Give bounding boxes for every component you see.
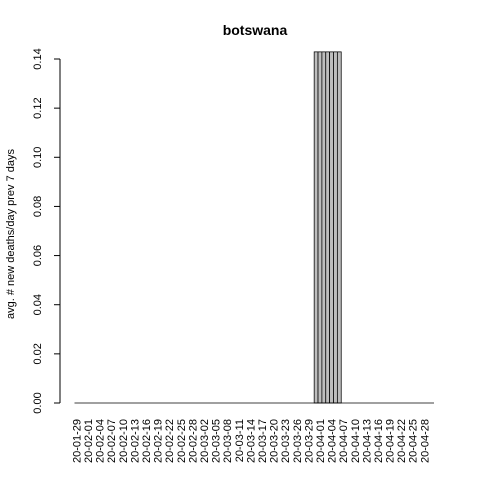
x-tick-label: 20-02-07 bbox=[106, 419, 118, 463]
x-tick-label: 20-03-26 bbox=[292, 419, 304, 463]
y-axis: 0.00 0.02 0.04 0.06 0.08 0.10 0.12 0.14 bbox=[32, 48, 61, 414]
bar bbox=[329, 51, 334, 404]
x-tick-label: 20-04-10 bbox=[350, 419, 362, 463]
x-tick-label: 20-03-14 bbox=[245, 419, 257, 463]
y-tick-label: 0.06 bbox=[32, 245, 44, 266]
y-tick-label: 0.10 bbox=[32, 147, 44, 168]
bar bbox=[325, 51, 331, 404]
x-tick-label: 20-02-19 bbox=[153, 419, 165, 463]
x-tick-label: 20-02-25 bbox=[176, 419, 188, 463]
bar bbox=[333, 51, 338, 404]
bar bbox=[313, 51, 319, 404]
x-tick-label: 20-03-05 bbox=[211, 419, 223, 463]
x-tick-label: 20-02-10 bbox=[118, 419, 130, 463]
x-tick-label: 20-03-23 bbox=[280, 419, 292, 463]
chart-title: botswana bbox=[223, 22, 288, 38]
bar bbox=[336, 51, 342, 404]
x-tick-label: 20-04-04 bbox=[327, 419, 339, 463]
y-tick-label: 0.00 bbox=[32, 392, 44, 413]
y-tick-label: 0.08 bbox=[32, 196, 44, 217]
x-tick-label: 20-04-28 bbox=[419, 419, 431, 463]
x-axis: 20-01-29 20-02-01 20-02-04 20-02-07 20-02-10… bbox=[71, 419, 431, 463]
x-tick-label: 20-04-01 bbox=[315, 419, 327, 463]
x-tick-label: 20-03-02 bbox=[199, 419, 211, 463]
x-tick-label: 20-04-25 bbox=[408, 419, 420, 463]
bar bbox=[317, 51, 323, 404]
x-tick-label: 20-02-22 bbox=[164, 419, 176, 463]
x-tick-label: 20-03-29 bbox=[303, 419, 315, 463]
y-tick-label: 0.14 bbox=[32, 48, 44, 69]
x-tick-label: 20-02-16 bbox=[141, 419, 153, 463]
y-tick-label: 0.12 bbox=[32, 97, 44, 118]
x-tick-label: 20-02-28 bbox=[187, 419, 199, 463]
x-tick-label: 20-04-13 bbox=[361, 419, 373, 463]
x-tick-label: 20-02-13 bbox=[129, 419, 141, 463]
x-tick-label: 20-01-29 bbox=[71, 419, 83, 463]
x-tick-label: 20-02-04 bbox=[95, 419, 107, 463]
x-tick-label: 20-04-16 bbox=[373, 419, 385, 463]
x-tick-label: 20-03-20 bbox=[269, 419, 281, 463]
x-tick-label: 20-04-19 bbox=[385, 419, 397, 463]
x-tick-label: 20-03-08 bbox=[222, 419, 234, 463]
bar bbox=[321, 51, 327, 404]
x-tick-label: 20-04-07 bbox=[338, 419, 350, 463]
y-axis-label: avg. # new deaths/day prev 7 days bbox=[5, 149, 17, 319]
y-tick-label: 0.04 bbox=[32, 294, 44, 315]
x-tick-label: 20-02-01 bbox=[83, 419, 95, 463]
x-tick-label: 20-03-11 bbox=[234, 419, 246, 462]
x-tick-label: 20-03-17 bbox=[257, 419, 269, 463]
x-tick-label: 20-04-22 bbox=[396, 419, 408, 463]
bars-group bbox=[74, 51, 434, 404]
y-tick-label: 0.02 bbox=[32, 343, 44, 364]
